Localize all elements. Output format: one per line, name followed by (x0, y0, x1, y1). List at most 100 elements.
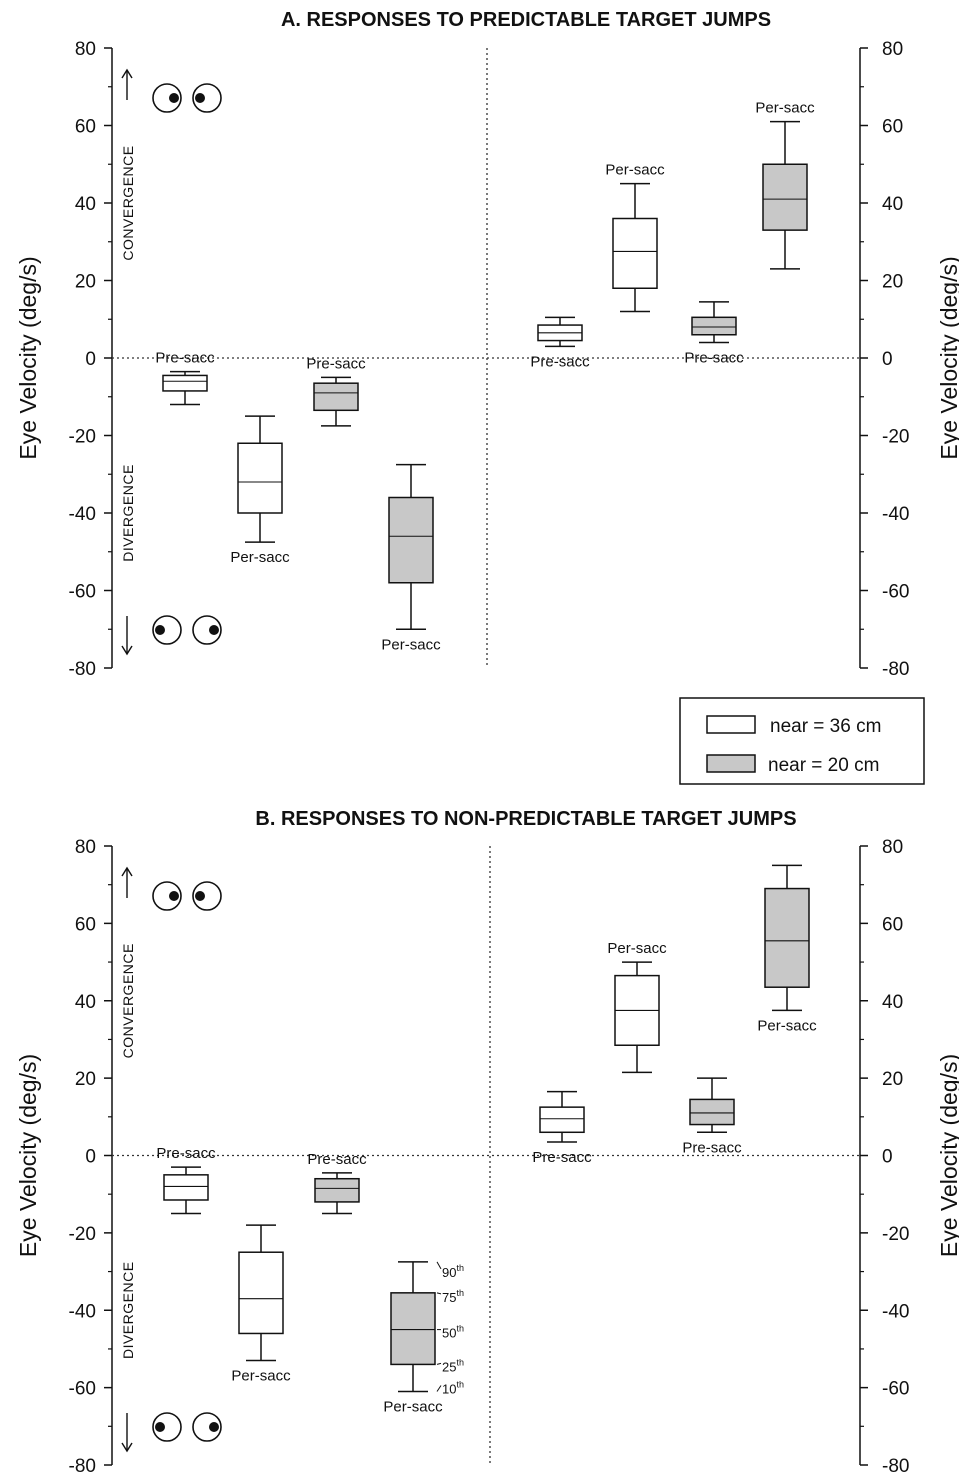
right-tick-label: 40 (882, 194, 903, 215)
percentile-leader (436, 1261, 442, 1270)
left-eye-converging-icon-pupil (169, 891, 179, 901)
left-eye-converging-icon (152, 83, 182, 113)
box-label: Per-sacc (230, 549, 290, 566)
box-body (163, 1174, 209, 1201)
left-eye-converging-icon-pupil (169, 93, 179, 103)
right-eye-diverging-icon-pupil (209, 625, 219, 635)
left-tick-label: -20 (69, 1224, 96, 1245)
box-body (764, 887, 810, 988)
left-eye-diverging-icon-pupil (155, 625, 165, 635)
right-tick-label: 20 (882, 272, 903, 293)
box-label: Pre-sacc (306, 355, 366, 372)
y-axis-label: Eye Velocity (deg/s) (15, 1054, 41, 1257)
divergence-label: DIVERGENCE (120, 1261, 136, 1359)
box-body (314, 1177, 360, 1203)
right-tick-label: -40 (882, 1301, 909, 1322)
box-body (612, 217, 658, 289)
right-eye-converging-icon (192, 83, 222, 113)
right-eye-converging-icon-pupil (195, 93, 205, 103)
percentile-label: 90th (442, 1263, 464, 1280)
legend-swatch-near-36 (706, 715, 756, 734)
box-label: Pre-sacc (307, 1151, 367, 1168)
convergence-label: CONVERGENCE (120, 943, 136, 1058)
right-eye-converging-icon (192, 881, 222, 911)
box-body (691, 316, 737, 336)
box-body (162, 374, 208, 392)
divergence-label: DIVERGENCE (120, 464, 136, 562)
right-tick-label: -80 (882, 659, 909, 680)
right-tick-label: -60 (882, 582, 909, 603)
box-label: Per-sacc (231, 1368, 291, 1385)
right-tick-label: -80 (882, 1456, 909, 1476)
left-tick-label: -80 (69, 1456, 96, 1476)
left-tick-label: -60 (69, 582, 96, 603)
right-tick-label: 0 (882, 349, 893, 370)
box-label: Pre-sacc (156, 1145, 216, 1162)
right-eye-diverging-icon-pupil (209, 1422, 219, 1432)
right-tick-label: 60 (882, 914, 903, 935)
left-tick-label: 40 (75, 992, 96, 1013)
left-tick-label: -40 (69, 1301, 96, 1322)
legend-label-near-36: near = 36 cm (770, 716, 881, 737)
right-tick-label: 80 (882, 837, 903, 858)
box-body (237, 442, 283, 514)
right-tick-label: 20 (882, 1069, 903, 1090)
left-tick-label: -20 (69, 427, 96, 448)
box-body (390, 1292, 436, 1366)
right-tick-label: 40 (882, 992, 903, 1013)
left-tick-label: 60 (75, 914, 96, 935)
percentile-leader (436, 1362, 442, 1365)
left-tick-label: 20 (75, 272, 96, 293)
right-tick-label: -60 (882, 1379, 909, 1400)
left-eye-diverging-icon-pupil (155, 1422, 165, 1432)
legend-label-near-20: near = 20 cm (768, 755, 879, 776)
right-tick-label: -40 (882, 504, 909, 525)
panel-b: B. RESPONSES TO NON-PREDICTABLE TARGET J… (15, 808, 959, 1476)
left-tick-label: 40 (75, 194, 96, 215)
percentile-label: 25th (442, 1357, 464, 1374)
left-tick-label: -80 (69, 659, 96, 680)
box-label: Pre-sacc (682, 1139, 742, 1156)
box-label: Pre-sacc (155, 350, 215, 367)
box-label: Per-sacc (755, 100, 815, 117)
box-body (388, 496, 434, 584)
chart-title: B. RESPONSES TO NON-PREDICTABLE TARGET J… (255, 808, 796, 830)
percentile-label: 10th (442, 1379, 464, 1396)
arrow-up-head-icon (121, 68, 133, 79)
y-axis-label-right: Eye Velocity (deg/s) (936, 1054, 959, 1257)
panel-a: A. RESPONSES TO PREDICTABLE TARGET JUMPS… (15, 9, 959, 680)
percentile-leader (436, 1385, 442, 1392)
arrow-up-head-icon (121, 866, 133, 877)
percentile-label: 50th (442, 1324, 464, 1341)
y-axis-label: Eye Velocity (deg/s) (15, 256, 41, 459)
left-tick-label: 0 (85, 1147, 96, 1168)
convergence-label: CONVERGENCE (120, 145, 136, 260)
left-tick-label: 0 (85, 349, 96, 370)
box-label: Per-sacc (757, 1017, 817, 1034)
right-tick-label: 60 (882, 117, 903, 138)
right-eye-converging-icon-pupil (195, 891, 205, 901)
right-tick-label: -20 (882, 1224, 909, 1245)
box-body (313, 382, 359, 412)
left-tick-label: -60 (69, 1379, 96, 1400)
box-body (689, 1098, 735, 1126)
left-tick-label: -40 (69, 504, 96, 525)
box-body (762, 163, 808, 231)
left-eye-diverging-icon (152, 615, 182, 645)
percentile-label: 75th (442, 1288, 464, 1305)
box-label: Per-sacc (605, 162, 665, 179)
y-axis-label-right: Eye Velocity (deg/s) (936, 256, 959, 459)
left-eye-converging-icon (152, 881, 182, 911)
legend-swatch-near-20 (706, 754, 756, 773)
percentile-leader (436, 1292, 442, 1295)
box-body (539, 1106, 585, 1134)
box-label: Per-sacc (381, 636, 441, 653)
box-label: Per-sacc (607, 940, 667, 957)
right-eye-diverging-icon (192, 1412, 222, 1442)
left-tick-label: 60 (75, 117, 96, 138)
right-tick-label: 0 (882, 1147, 893, 1168)
chart-title: A. RESPONSES TO PREDICTABLE TARGET JUMPS (281, 9, 771, 31)
legend: near = 36 cm near = 20 cm (679, 697, 925, 785)
right-tick-label: -20 (882, 427, 909, 448)
